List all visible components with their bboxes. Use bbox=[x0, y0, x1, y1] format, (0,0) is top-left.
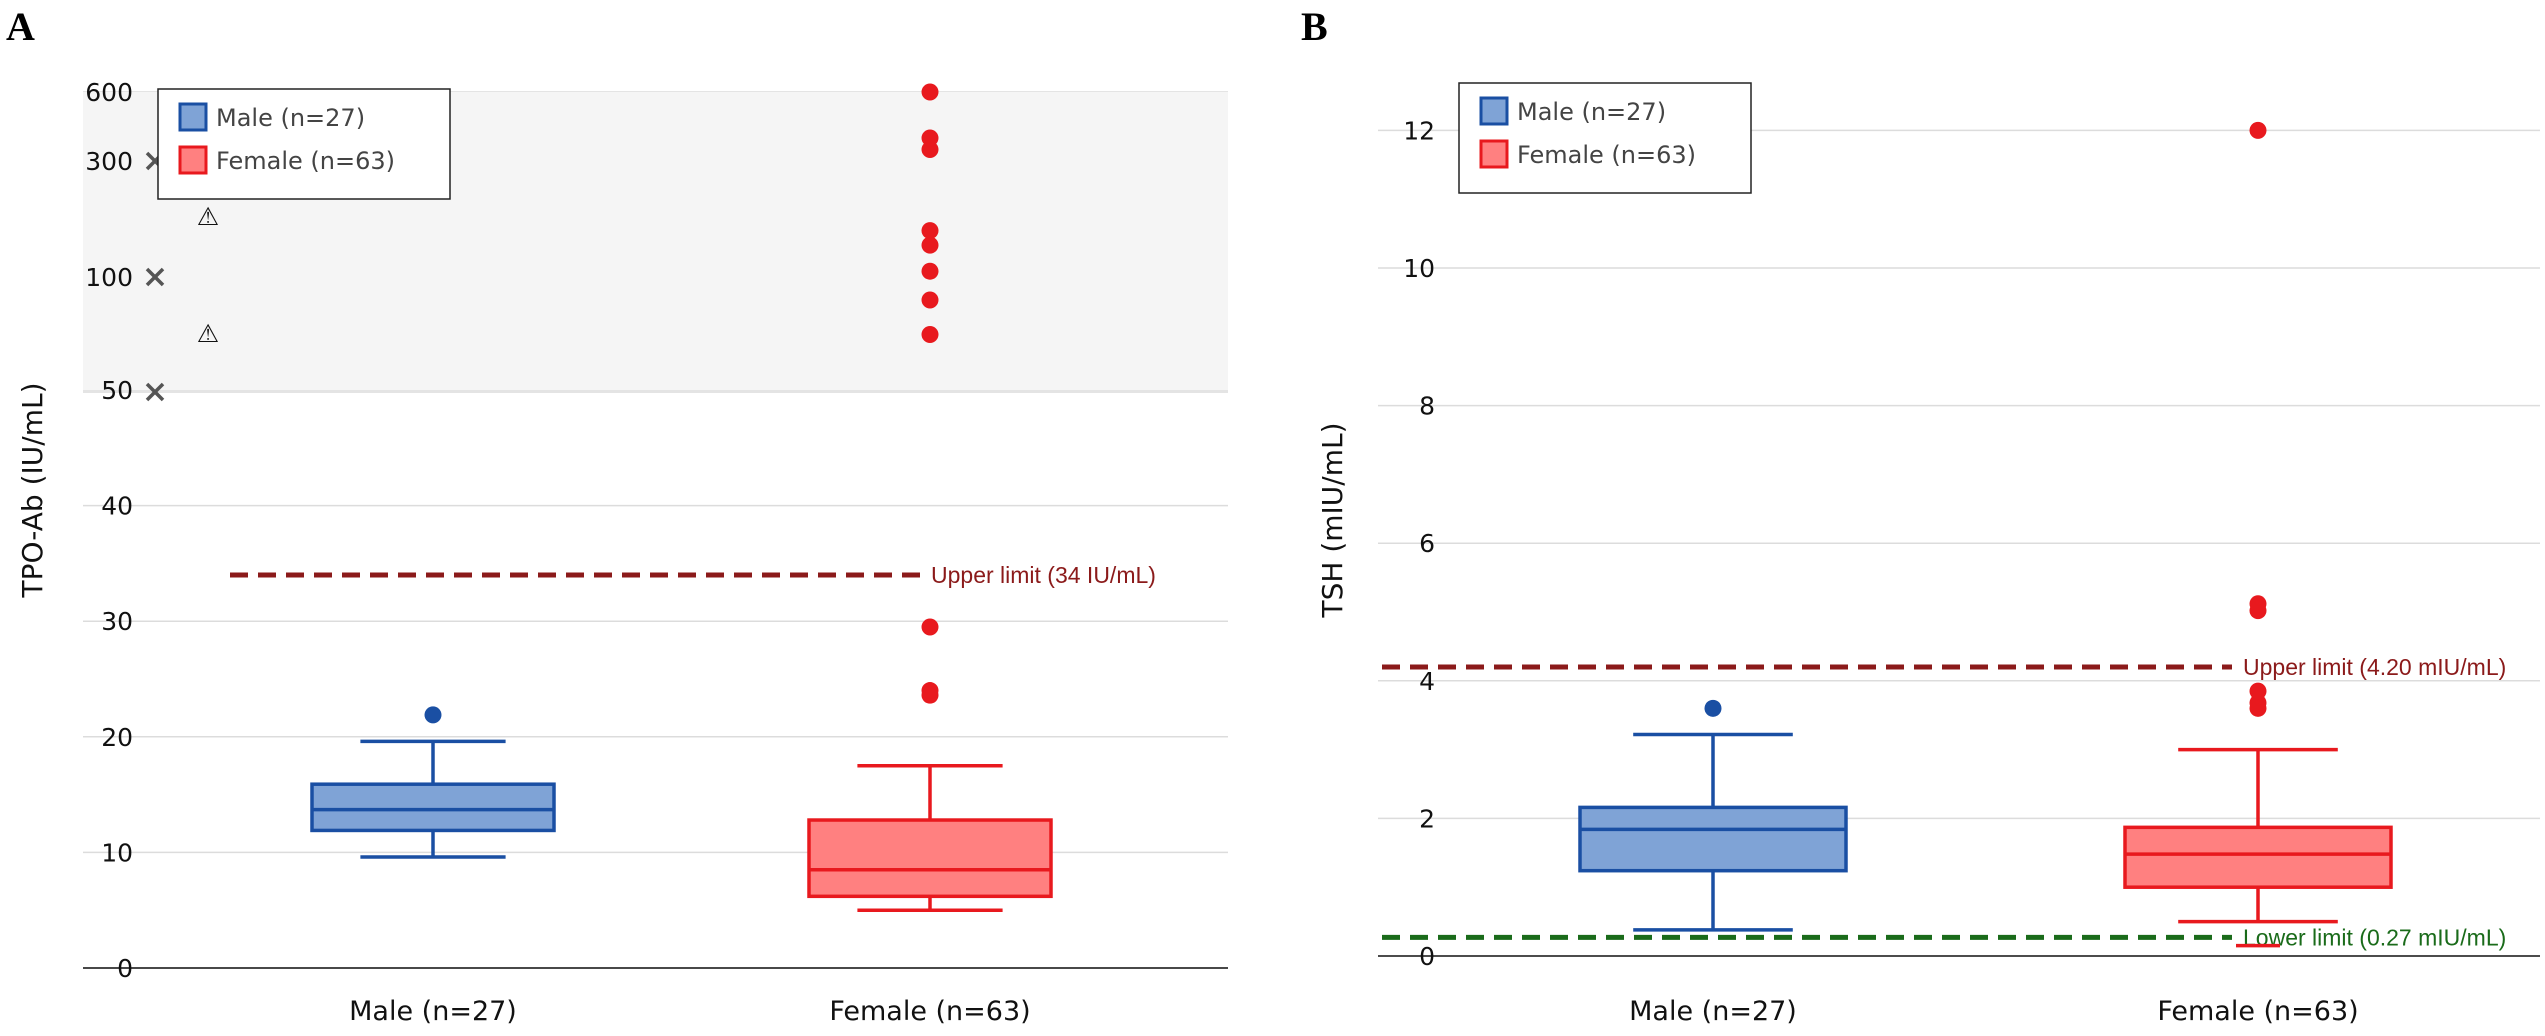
legend-label-1: Female (n=63) bbox=[216, 147, 395, 175]
panel-b-y-axis-title: TSH (mIU/mL) bbox=[1316, 422, 1349, 618]
break-marker-100 bbox=[145, 267, 165, 287]
y-tick-30: 30 bbox=[101, 607, 133, 636]
panel-b-outliers bbox=[1704, 121, 2267, 717]
panel-b-category-labels: Male (n=27) Female (n=63) bbox=[1629, 996, 2359, 1027]
panel-b-gridlines bbox=[1378, 129, 2540, 820]
outlier-point bbox=[921, 236, 939, 254]
panel-b-letter: B bbox=[1301, 4, 1328, 49]
b-series-1-iqr-box bbox=[2123, 825, 2393, 889]
break-marker-stroke bbox=[145, 382, 165, 402]
panel-a-letter: A bbox=[6, 4, 35, 49]
a-series-1-iqr-box bbox=[807, 818, 1053, 899]
panel-a-boxes bbox=[310, 739, 1053, 912]
y-tick-8: 8 bbox=[1419, 392, 1435, 421]
legend-label-0: Male (n=27) bbox=[216, 104, 365, 132]
legend-swatch-1 bbox=[1479, 139, 1509, 169]
y-tick-50: 50 bbox=[101, 376, 133, 405]
outlier-point bbox=[1704, 699, 1722, 717]
legend-label-0: Male (n=27) bbox=[1517, 98, 1666, 126]
panel-a-outliers bbox=[424, 83, 939, 724]
y-tick-4: 4 bbox=[1419, 667, 1435, 696]
y-tick-2: 2 bbox=[1419, 804, 1435, 833]
outlier-point bbox=[424, 706, 442, 724]
outlier-point bbox=[921, 83, 939, 101]
x-category-0: Male (n=27) bbox=[1629, 996, 1797, 1027]
outlier-point bbox=[921, 682, 939, 700]
x-category-1: Female (n=63) bbox=[2157, 996, 2358, 1027]
y-tick-40: 40 bbox=[101, 492, 133, 521]
y-tick-300: 300 bbox=[85, 147, 133, 176]
outlier-point bbox=[2249, 121, 2267, 139]
ref-line-label-1: Lower limit (0.27 mIU/mL) bbox=[2243, 924, 2506, 950]
y-tick-100: 100 bbox=[85, 263, 133, 292]
panel-a-reference-lines: Upper limit (34 IU/mL) bbox=[230, 562, 1156, 588]
y-tick-12: 12 bbox=[1403, 116, 1435, 145]
y-tick-10: 10 bbox=[101, 838, 133, 867]
legend-swatch-0 bbox=[178, 102, 208, 132]
legend-swatch-1 bbox=[178, 145, 208, 175]
legend-swatch-0 bbox=[1479, 96, 1509, 126]
outlier-point bbox=[921, 291, 939, 309]
outlier-point bbox=[921, 326, 939, 343]
panel-b-reference-lines: Upper limit (4.20 mIU/mL) Lower limit (0.… bbox=[1382, 654, 2506, 950]
legend-label-1: Female (n=63) bbox=[1517, 141, 1696, 169]
a-series-0-iqr-box bbox=[310, 782, 556, 833]
x-category-0: Male (n=27) bbox=[349, 996, 517, 1027]
y-tick-6: 6 bbox=[1419, 529, 1435, 558]
y-tick-600: 600 bbox=[85, 78, 133, 107]
panel-b-boxes bbox=[1578, 732, 2393, 948]
panel-a-category-labels: Male (n=27) Female (n=63) bbox=[349, 996, 1031, 1027]
outlier-point bbox=[921, 262, 939, 280]
x-category-1: Female (n=63) bbox=[829, 996, 1030, 1027]
break-marker-50 bbox=[145, 382, 165, 402]
ref-line-label-0: Upper limit (34 IU/mL) bbox=[931, 562, 1156, 588]
outlier-point bbox=[921, 618, 939, 636]
outlier-point bbox=[921, 129, 939, 147]
warning-marker-0: ⚠ bbox=[197, 202, 219, 231]
panel-b-legend: Male (n=27) Female (n=63) bbox=[1458, 82, 1752, 194]
panel-a-legend: Male (n=27) Female (n=63) bbox=[157, 88, 451, 200]
outlier-point bbox=[2249, 694, 2267, 712]
outlier-point bbox=[2249, 682, 2267, 700]
outlier-point bbox=[921, 222, 939, 240]
y-tick-20: 20 bbox=[101, 723, 133, 752]
outlier-point bbox=[2249, 595, 2267, 613]
ref-line-label-0: Upper limit (4.20 mIU/mL) bbox=[2243, 654, 2506, 680]
panel-a-y-axis-title: TPO-Ab (IU/mL) bbox=[16, 382, 49, 598]
warning-marker-1: ⚠ bbox=[197, 319, 219, 348]
b-series-0-iqr-box bbox=[1578, 805, 1848, 873]
break-marker-stroke bbox=[145, 267, 165, 287]
y-tick-10: 10 bbox=[1403, 254, 1435, 283]
